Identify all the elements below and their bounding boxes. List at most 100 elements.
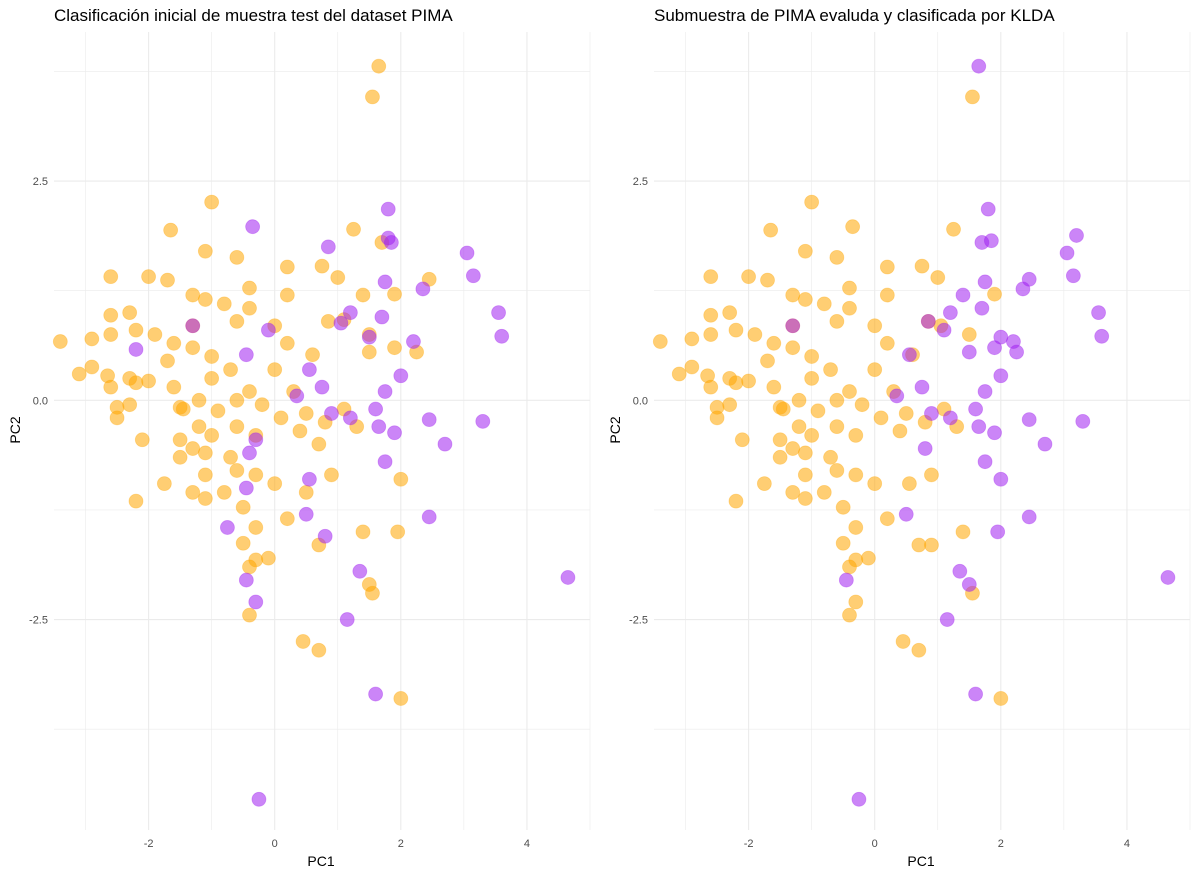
data-point (560, 570, 576, 585)
data-point (248, 520, 264, 535)
data-point (879, 335, 895, 351)
data-point (703, 269, 719, 285)
data-point (128, 322, 144, 338)
data-point (371, 419, 387, 435)
y-tick-label: 2.5 (633, 176, 648, 188)
data-point (267, 362, 283, 378)
data-point (377, 274, 393, 290)
data-point (955, 287, 971, 303)
data-point (842, 607, 857, 623)
data-point (936, 322, 952, 338)
data-point (1021, 271, 1037, 287)
data-point (879, 259, 895, 275)
data-point (797, 467, 813, 483)
data-point (342, 305, 358, 321)
data-point (898, 506, 914, 522)
data-point (703, 327, 719, 342)
data-point (804, 370, 820, 386)
data-point (842, 559, 857, 575)
data-point (235, 535, 251, 551)
data-point (961, 344, 977, 360)
data-point (238, 480, 254, 496)
data-point (305, 347, 320, 363)
data-point (709, 410, 725, 426)
data-point (829, 463, 845, 478)
data-point (785, 484, 801, 500)
data-point (851, 791, 867, 807)
data-point (772, 432, 788, 448)
data-point (317, 528, 333, 544)
data-point (848, 467, 864, 483)
data-point (172, 432, 188, 448)
data-point (747, 327, 763, 342)
right-scatter-plot: Submuestra de PIMA evaluda y clasificada… (600, 0, 1200, 875)
data-point (387, 286, 402, 302)
data-point (380, 230, 396, 246)
data-point (191, 419, 207, 435)
data-point (267, 476, 283, 492)
data-point (1091, 305, 1106, 321)
data-point (128, 375, 144, 391)
data-point (993, 368, 1009, 384)
data-point (163, 222, 179, 238)
data-point (365, 585, 380, 601)
data-point (273, 410, 289, 426)
data-point (895, 634, 911, 649)
y-tick-label: -2.5 (629, 615, 648, 627)
data-point (974, 300, 990, 316)
data-point (924, 467, 939, 483)
data-point (295, 634, 311, 649)
data-point (333, 315, 349, 331)
data-point (491, 305, 506, 321)
data-point (823, 362, 838, 378)
data-point (141, 269, 156, 285)
data-point (229, 463, 245, 478)
data-point (229, 313, 245, 329)
data-point (1160, 570, 1176, 585)
data-point (842, 300, 857, 316)
data-point (901, 347, 917, 363)
data-point (393, 368, 409, 384)
data-point (216, 484, 232, 500)
data-point (289, 388, 305, 404)
data-point (728, 493, 744, 509)
data-point (374, 309, 390, 325)
data-point (204, 370, 220, 386)
data-point (166, 379, 182, 395)
right-plot-canvas: -2 0 2 4 -2.5 0.0 2.5 PC1 PC2 (607, 32, 1191, 869)
data-point (377, 384, 393, 399)
data-point (406, 334, 421, 349)
data-point (197, 445, 213, 461)
data-point (965, 89, 980, 105)
data-point (785, 318, 801, 334)
data-point (314, 379, 330, 395)
data-point (393, 691, 409, 706)
y-tick-label: -2.5 (29, 615, 48, 627)
data-point (223, 362, 238, 378)
left-x-axis-label: PC1 (307, 853, 334, 869)
data-point (84, 359, 100, 375)
x-tick-label: 2 (998, 838, 1004, 850)
data-point (339, 612, 355, 627)
data-point (854, 397, 870, 413)
data-point (377, 454, 393, 470)
data-point (772, 449, 788, 465)
data-point (260, 550, 276, 566)
data-point (238, 347, 254, 363)
data-point (320, 313, 336, 329)
data-point (873, 410, 889, 426)
data-point (829, 249, 845, 265)
data-point (867, 476, 883, 492)
x-tick-label: -2 (744, 838, 754, 850)
data-point (248, 432, 264, 448)
data-point (804, 194, 820, 210)
data-point (248, 594, 264, 610)
data-point (775, 401, 791, 417)
data-point (835, 535, 851, 551)
data-point (361, 344, 377, 360)
left-y-axis-label: PC2 (7, 416, 23, 443)
data-point (791, 392, 807, 408)
data-point (220, 520, 235, 535)
data-point (368, 686, 384, 702)
data-point (387, 425, 402, 441)
